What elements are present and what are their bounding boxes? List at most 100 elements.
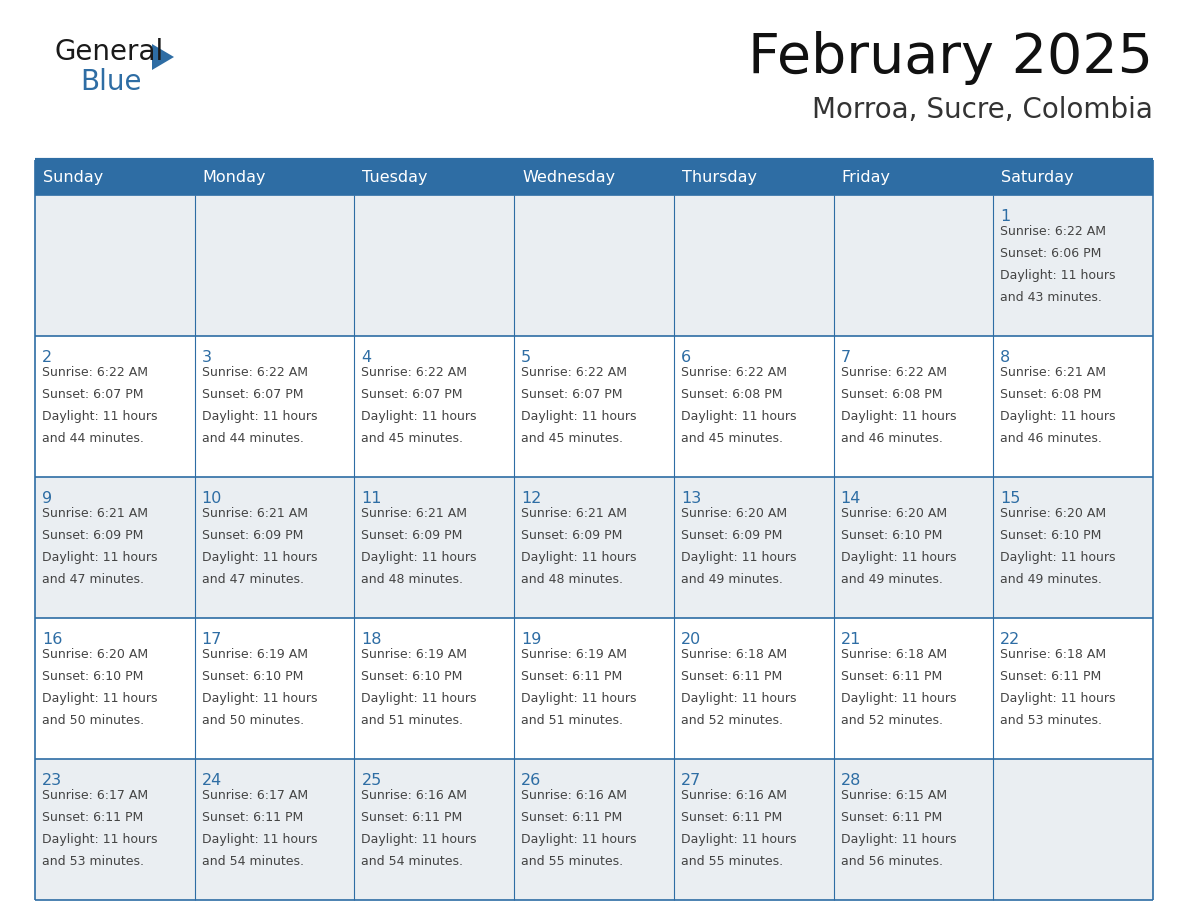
Text: and 49 minutes.: and 49 minutes.: [841, 573, 942, 586]
Text: Sunrise: 6:22 AM: Sunrise: 6:22 AM: [42, 366, 148, 379]
Text: Daylight: 11 hours: Daylight: 11 hours: [522, 551, 637, 564]
Text: Sunset: 6:09 PM: Sunset: 6:09 PM: [361, 529, 463, 542]
Polygon shape: [152, 44, 173, 70]
Text: Sunset: 6:08 PM: Sunset: 6:08 PM: [1000, 388, 1101, 401]
Text: Daylight: 11 hours: Daylight: 11 hours: [1000, 692, 1116, 705]
Text: and 43 minutes.: and 43 minutes.: [1000, 291, 1102, 304]
Text: 26: 26: [522, 773, 542, 788]
Text: and 52 minutes.: and 52 minutes.: [681, 714, 783, 727]
Text: Sunset: 6:09 PM: Sunset: 6:09 PM: [681, 529, 782, 542]
Text: 9: 9: [42, 491, 52, 506]
Text: Sunrise: 6:22 AM: Sunrise: 6:22 AM: [522, 366, 627, 379]
Bar: [354, 160, 514, 195]
Text: and 48 minutes.: and 48 minutes.: [361, 573, 463, 586]
Text: Daylight: 11 hours: Daylight: 11 hours: [361, 551, 476, 564]
Bar: [674, 160, 834, 195]
Text: Sunrise: 6:16 AM: Sunrise: 6:16 AM: [361, 789, 467, 802]
Text: Saturday: Saturday: [1001, 170, 1074, 185]
Text: 17: 17: [202, 632, 222, 647]
Text: Sunset: 6:09 PM: Sunset: 6:09 PM: [202, 529, 303, 542]
Text: Daylight: 11 hours: Daylight: 11 hours: [42, 551, 158, 564]
Bar: [834, 160, 993, 195]
Text: and 44 minutes.: and 44 minutes.: [42, 432, 144, 445]
Text: and 51 minutes.: and 51 minutes.: [522, 714, 624, 727]
Text: Thursday: Thursday: [682, 170, 757, 185]
Text: 14: 14: [841, 491, 861, 506]
Text: Sunrise: 6:16 AM: Sunrise: 6:16 AM: [681, 789, 786, 802]
Text: 16: 16: [42, 632, 63, 647]
Text: 27: 27: [681, 773, 701, 788]
Text: Daylight: 11 hours: Daylight: 11 hours: [1000, 551, 1116, 564]
Text: Sunrise: 6:17 AM: Sunrise: 6:17 AM: [202, 789, 308, 802]
Text: Daylight: 11 hours: Daylight: 11 hours: [202, 833, 317, 846]
Text: Daylight: 11 hours: Daylight: 11 hours: [361, 692, 476, 705]
Bar: [34, 618, 1154, 759]
Bar: [34, 160, 195, 195]
Text: 23: 23: [42, 773, 62, 788]
Text: Daylight: 11 hours: Daylight: 11 hours: [522, 833, 637, 846]
Text: Sunset: 6:08 PM: Sunset: 6:08 PM: [681, 388, 783, 401]
Text: Sunset: 6:11 PM: Sunset: 6:11 PM: [841, 670, 942, 683]
Text: Daylight: 11 hours: Daylight: 11 hours: [42, 692, 158, 705]
Text: Sunrise: 6:19 AM: Sunrise: 6:19 AM: [522, 648, 627, 661]
Text: Sunrise: 6:20 AM: Sunrise: 6:20 AM: [841, 507, 947, 520]
Bar: [34, 195, 1154, 336]
Text: 15: 15: [1000, 491, 1020, 506]
Text: and 56 minutes.: and 56 minutes.: [841, 855, 942, 868]
Text: Sunset: 6:09 PM: Sunset: 6:09 PM: [522, 529, 623, 542]
Text: Daylight: 11 hours: Daylight: 11 hours: [361, 410, 476, 423]
Text: 6: 6: [681, 350, 691, 365]
Text: Sunrise: 6:15 AM: Sunrise: 6:15 AM: [841, 789, 947, 802]
Text: 24: 24: [202, 773, 222, 788]
Text: 18: 18: [361, 632, 381, 647]
Text: Sunrise: 6:20 AM: Sunrise: 6:20 AM: [681, 507, 786, 520]
Text: Sunrise: 6:21 AM: Sunrise: 6:21 AM: [1000, 366, 1106, 379]
Text: Sunrise: 6:20 AM: Sunrise: 6:20 AM: [1000, 507, 1106, 520]
Text: 5: 5: [522, 350, 531, 365]
Text: Daylight: 11 hours: Daylight: 11 hours: [522, 410, 637, 423]
Text: 19: 19: [522, 632, 542, 647]
Text: Sunrise: 6:22 AM: Sunrise: 6:22 AM: [681, 366, 786, 379]
Text: Sunset: 6:11 PM: Sunset: 6:11 PM: [522, 670, 623, 683]
Text: Sunset: 6:11 PM: Sunset: 6:11 PM: [522, 811, 623, 824]
Text: 4: 4: [361, 350, 372, 365]
Text: Sunrise: 6:19 AM: Sunrise: 6:19 AM: [361, 648, 467, 661]
Text: Daylight: 11 hours: Daylight: 11 hours: [202, 551, 317, 564]
Text: Sunset: 6:11 PM: Sunset: 6:11 PM: [681, 670, 782, 683]
Text: Sunset: 6:06 PM: Sunset: 6:06 PM: [1000, 247, 1101, 260]
Text: and 55 minutes.: and 55 minutes.: [522, 855, 624, 868]
Text: Sunrise: 6:19 AM: Sunrise: 6:19 AM: [202, 648, 308, 661]
Bar: [195, 160, 354, 195]
Text: Sunset: 6:11 PM: Sunset: 6:11 PM: [681, 811, 782, 824]
Text: and 45 minutes.: and 45 minutes.: [522, 432, 624, 445]
Text: Sunrise: 6:18 AM: Sunrise: 6:18 AM: [1000, 648, 1106, 661]
Text: and 55 minutes.: and 55 minutes.: [681, 855, 783, 868]
Text: and 50 minutes.: and 50 minutes.: [202, 714, 304, 727]
Text: and 47 minutes.: and 47 minutes.: [42, 573, 144, 586]
Text: Sunset: 6:10 PM: Sunset: 6:10 PM: [1000, 529, 1101, 542]
Text: and 44 minutes.: and 44 minutes.: [202, 432, 304, 445]
Text: Sunset: 6:08 PM: Sunset: 6:08 PM: [841, 388, 942, 401]
Text: Sunset: 6:10 PM: Sunset: 6:10 PM: [42, 670, 144, 683]
Text: Sunset: 6:11 PM: Sunset: 6:11 PM: [1000, 670, 1101, 683]
Text: Sunrise: 6:21 AM: Sunrise: 6:21 AM: [361, 507, 467, 520]
Text: Daylight: 11 hours: Daylight: 11 hours: [1000, 269, 1116, 282]
Bar: [514, 160, 674, 195]
Text: and 46 minutes.: and 46 minutes.: [841, 432, 942, 445]
Text: and 53 minutes.: and 53 minutes.: [1000, 714, 1102, 727]
Text: Daylight: 11 hours: Daylight: 11 hours: [681, 410, 796, 423]
Text: February 2025: February 2025: [748, 31, 1154, 85]
Text: 28: 28: [841, 773, 861, 788]
Text: Daylight: 11 hours: Daylight: 11 hours: [841, 410, 956, 423]
Text: Daylight: 11 hours: Daylight: 11 hours: [202, 410, 317, 423]
Text: 12: 12: [522, 491, 542, 506]
Text: Sunrise: 6:18 AM: Sunrise: 6:18 AM: [681, 648, 786, 661]
Text: Sunrise: 6:21 AM: Sunrise: 6:21 AM: [522, 507, 627, 520]
Text: Sunset: 6:09 PM: Sunset: 6:09 PM: [42, 529, 144, 542]
Text: and 50 minutes.: and 50 minutes.: [42, 714, 144, 727]
Text: and 46 minutes.: and 46 minutes.: [1000, 432, 1102, 445]
Text: and 45 minutes.: and 45 minutes.: [681, 432, 783, 445]
Text: Friday: Friday: [841, 170, 891, 185]
Text: 1: 1: [1000, 209, 1011, 224]
Text: and 47 minutes.: and 47 minutes.: [202, 573, 304, 586]
